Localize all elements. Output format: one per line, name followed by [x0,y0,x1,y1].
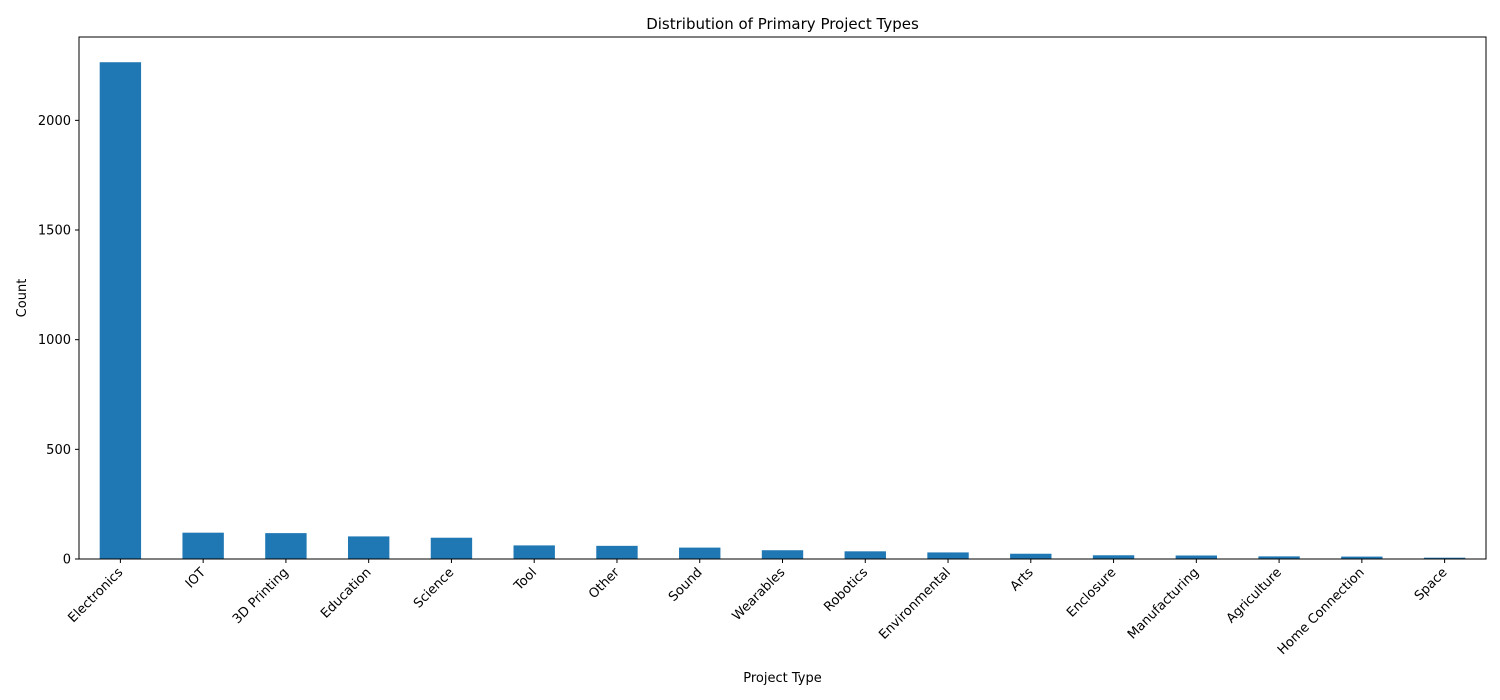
x-tick-label: Electronics [65,565,126,626]
y-tick-label: 0 [63,553,71,568]
x-tick-label: Wearables [730,565,789,624]
bar-environmental [927,552,969,559]
plot-frame [78,36,1487,560]
y-axis-title: Count [15,279,30,318]
bar-iot [182,532,224,559]
x-tick-label: Home Connection [1275,565,1368,658]
x-axis-title: Project Type [743,671,821,686]
y-axis-ticks: 0 500 1000 1500 2000 [38,114,79,568]
bar-enclosure [1092,555,1135,559]
bar-sound [679,547,721,559]
x-tick-label: Arts [1008,565,1037,594]
y-tick-label: 1500 [38,224,71,239]
y-tick-label: 500 [46,443,71,458]
bar-education [347,536,390,559]
x-tick-label: Space [1412,565,1451,604]
bar-wearables [761,550,804,559]
bar-home-connection [1341,556,1383,559]
x-tick-label: IOT [183,565,209,591]
bar-electronics [99,62,142,560]
x-tick-label: Environmental [876,565,953,642]
x-axis-ticks: Electronics IOT 3D Printing Education Scienc… [65,559,1450,658]
x-tick-label: Other [586,565,623,602]
x-tick-label: Enclosure [1064,565,1119,620]
bar-space [1423,557,1466,559]
bar-arts [1010,553,1052,559]
bar-manufacturing [1175,555,1218,559]
x-tick-label: Science [411,565,457,611]
bar-agriculture [1258,556,1300,559]
x-tick-label: 3D Printing [230,565,292,627]
bar-robotics [844,551,886,559]
bar-science [430,537,473,559]
x-tick-label: Tool [511,565,540,594]
x-tick-label: Agriculture [1224,565,1285,626]
bar-3d-printing [265,533,307,559]
y-tick-label: 2000 [38,114,71,129]
x-tick-label: Manufacturing [1125,565,1202,642]
x-tick-label: Sound [666,565,706,605]
bar-tool [513,545,555,559]
bar-other [596,545,638,559]
chart-title: Distribution of Primary Project Types [646,15,919,33]
y-tick-label: 1000 [38,333,71,348]
bars-group [99,62,1466,560]
x-tick-label: Robotics [821,565,871,615]
x-tick-label: Education [318,565,374,621]
